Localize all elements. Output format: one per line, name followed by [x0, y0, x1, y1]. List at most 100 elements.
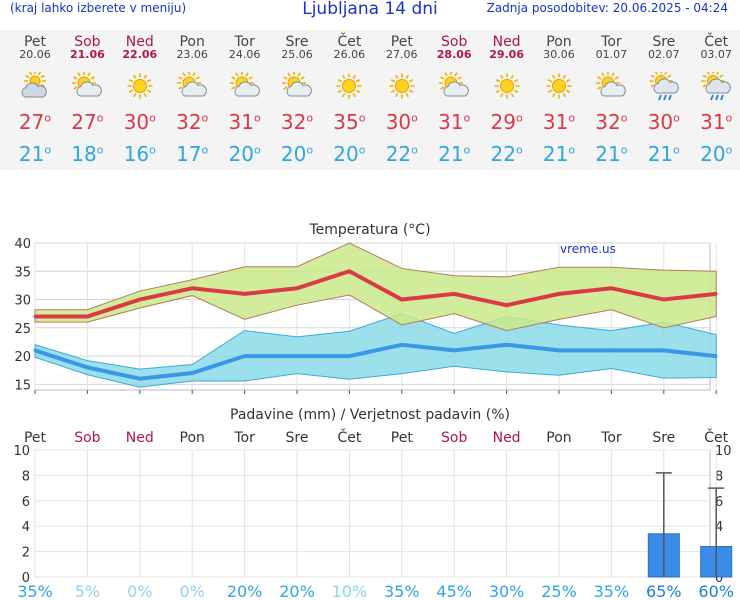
sun-cloud-icon — [229, 71, 260, 102]
max-temp-point — [609, 286, 613, 290]
day-date: 22.06 — [122, 48, 158, 61]
min-temp-point — [452, 348, 456, 352]
max-temp: 30o — [123, 110, 156, 134]
day-column: Ned 29.06 29o 22o — [481, 30, 533, 170]
day-name: Pet — [390, 34, 413, 50]
max-temp-point — [190, 286, 194, 290]
y-tick-label: 35 — [14, 265, 31, 280]
y-tick-label: 15 — [14, 378, 31, 393]
min-temp: 20o — [700, 142, 733, 166]
sun-cloud-rain-icon — [649, 69, 679, 102]
precip-probability: 10% — [332, 582, 368, 600]
sun-icon — [387, 72, 417, 102]
day-name: Pon — [179, 34, 205, 50]
min-temp-point — [190, 371, 194, 375]
max-temp: 35o — [333, 110, 366, 134]
min-temp: 20o — [228, 142, 261, 166]
min-temp: 21o — [542, 142, 576, 166]
max-temp-point — [85, 315, 89, 318]
day-column: Čet 03.07 31o 20o — [690, 30, 740, 170]
min-temp-point — [400, 343, 404, 347]
sun-icon — [492, 72, 522, 102]
max-temp: 30o — [647, 110, 680, 134]
precip-day-label: Sre — [286, 430, 309, 446]
min-temp: 21o — [438, 142, 471, 166]
max-temp: 31o — [542, 110, 576, 134]
sun-cloud-rain-icon — [701, 69, 731, 102]
precip-probability: 35% — [594, 582, 630, 600]
y-tick-label: 25 — [14, 322, 31, 337]
max-temp: 30o — [385, 110, 418, 134]
precip-day-label: Tor — [600, 430, 622, 446]
precip-probability: 30% — [489, 582, 525, 600]
day-date: 25.06 — [281, 48, 313, 61]
day-column: Sre 02.07 30o 21o — [638, 30, 690, 170]
day-date: 23.06 — [176, 48, 208, 61]
menu-hint: (kraj lahko izberete v meniju) — [10, 1, 187, 15]
day-date: 21.06 — [69, 48, 105, 61]
precip-day-label: Sob — [441, 430, 467, 446]
page-title: Ljubljana 14 dni — [302, 0, 438, 19]
day-name: Ned — [492, 34, 521, 50]
min-temp-point — [243, 354, 247, 358]
sun-icon — [125, 72, 155, 102]
y-tick-label-right: 8 — [715, 469, 723, 484]
day-column: Pet 27.06 30o 22o — [376, 30, 428, 170]
max-temp-point — [400, 298, 404, 302]
min-temp-line — [34, 342, 717, 381]
day-column: Pon 23.06 32o 17o — [166, 30, 218, 170]
plot-area — [34, 449, 711, 578]
day-column: Sob 28.06 31o 21o — [428, 30, 480, 170]
sun-cloud-icon — [72, 71, 103, 102]
y-tick-label: 2 — [22, 546, 30, 561]
min-temp-point — [662, 348, 666, 352]
day-date: 26.06 — [333, 48, 366, 61]
y-tick-label: 4 — [22, 520, 30, 535]
min-temp-point — [138, 377, 142, 381]
partly-cloudy-icon — [20, 70, 50, 102]
day-column: Čet 26.06 35o 20o — [323, 30, 375, 170]
precip-probability: 35% — [17, 582, 53, 600]
max-temp: 29o — [490, 110, 523, 134]
max-temp: 27o — [18, 110, 52, 134]
max-temp-point — [138, 298, 142, 302]
day-name: Tor — [601, 34, 622, 50]
min-temp: 21o — [647, 142, 680, 166]
precip-probability: 20% — [279, 582, 315, 600]
day-name: Sre — [652, 34, 676, 50]
precip-probability: 65% — [646, 582, 682, 600]
max-temp-point — [557, 292, 561, 296]
max-temp: 32o — [176, 110, 209, 134]
day-date: 02.07 — [648, 48, 680, 61]
y-tick-label: 0 — [22, 571, 30, 586]
precip-day-label: Sre — [652, 430, 675, 446]
sun-icon — [544, 72, 574, 102]
max-temp: 31o — [438, 110, 471, 134]
day-name: Ned — [125, 34, 154, 50]
precip-probability: 5% — [75, 582, 100, 600]
y-tick-label: 6 — [22, 495, 30, 510]
day-column: Ned 22.06 30o 16o — [114, 30, 166, 170]
max-temp: 31o — [228, 110, 261, 134]
min-temp: 16o — [123, 142, 156, 166]
day-date: 30.06 — [543, 48, 575, 61]
min-temp-point — [295, 354, 299, 358]
daily-forecast-strip: Pet 20.06 27o 21o Sob 21.06 27o 18o Ned 22.06 30o 1… — [0, 30, 740, 170]
precip-probability: 20% — [227, 582, 263, 600]
precip-day-label: Tor — [233, 430, 255, 446]
y-tick-label-right: 0 — [715, 571, 723, 586]
top-bar: (kraj lahko izberete v meniju) Ljubljana… — [0, 0, 740, 22]
max-temp-point — [662, 298, 666, 302]
day-name: Pet — [23, 34, 47, 50]
precip-day-label: Čet — [704, 428, 728, 446]
day-date: 03.07 — [700, 48, 732, 61]
watermark: vreme.us — [560, 242, 616, 256]
precip-day-label: Pon — [180, 430, 205, 446]
day-date: 01.07 — [595, 48, 628, 61]
max-temp: 32o — [280, 110, 314, 134]
day-date: 24.06 — [228, 48, 261, 61]
day-column: Tor 24.06 31o 20o — [219, 30, 271, 170]
day-column: Sre 25.06 32o 20o — [271, 30, 323, 170]
max-temp-point — [452, 292, 456, 296]
y-tick-label: 20 — [14, 350, 31, 365]
